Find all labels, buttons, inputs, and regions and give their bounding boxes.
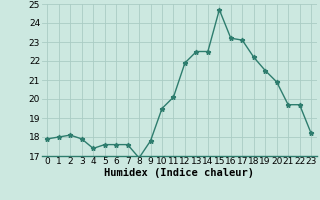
X-axis label: Humidex (Indice chaleur): Humidex (Indice chaleur) [104, 168, 254, 178]
